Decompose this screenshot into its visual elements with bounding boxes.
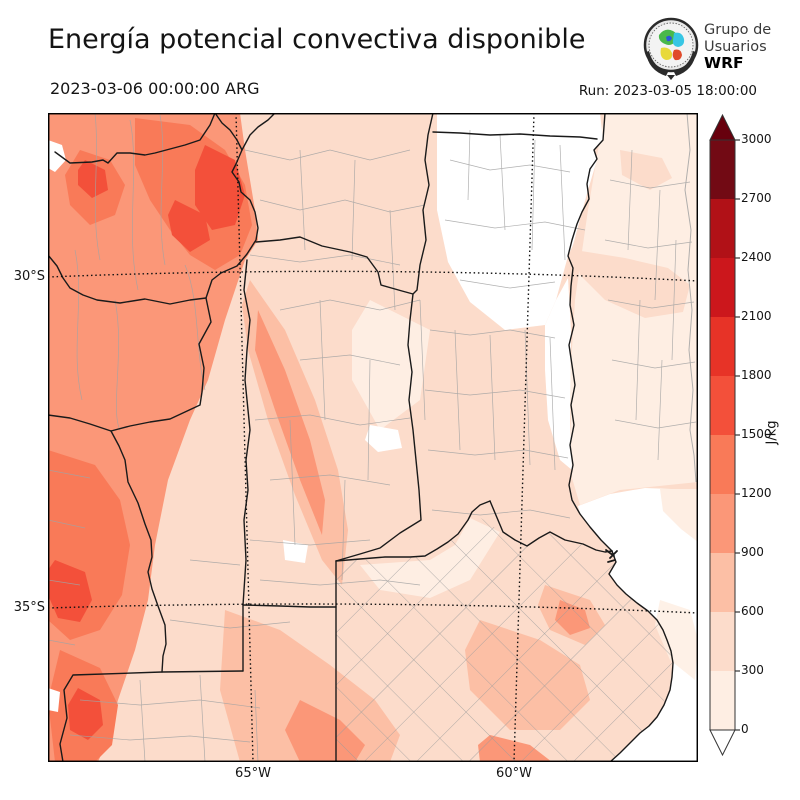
colorbar-tick-0: 0 bbox=[741, 722, 749, 736]
cape-fill-layer bbox=[48, 113, 698, 762]
lat-tick-35s: 35°S bbox=[13, 600, 45, 615]
wrf-users-group-logo bbox=[641, 15, 701, 81]
page-title: Energía potencial convectiva disponible bbox=[48, 24, 586, 55]
map-frame bbox=[48, 113, 698, 762]
province-boundaries bbox=[48, 113, 674, 762]
logo-line-1: Grupo de bbox=[704, 22, 772, 38]
lon-tick-65w: 65°W bbox=[235, 766, 271, 781]
logo-line-wrf: WRF bbox=[704, 54, 744, 72]
colorbar-tick-900: 900 bbox=[741, 545, 764, 559]
department-boundaries bbox=[48, 113, 697, 762]
cape-map bbox=[48, 113, 698, 762]
buenos-aires-department-grid bbox=[336, 512, 673, 762]
colorbar-tick-2400: 2400 bbox=[741, 250, 772, 264]
colorbar-tick-1500: 1500 bbox=[741, 427, 772, 441]
lat-tick-30s: 30°S bbox=[13, 269, 45, 284]
cape-colorbar bbox=[709, 113, 740, 757]
lon-tick-60w: 60°W bbox=[496, 766, 532, 781]
globe-seal-icon bbox=[643, 17, 699, 80]
graticule-gridlines bbox=[48, 113, 698, 762]
valid-time-label: 2023-03-06 00:00:00 ARG bbox=[50, 79, 260, 98]
colorbar-tick-2700: 2700 bbox=[741, 191, 772, 205]
colorbar-tick-1200: 1200 bbox=[741, 486, 772, 500]
colorbar-tick-3000: 3000 bbox=[741, 132, 772, 146]
colorbar-tick-600: 600 bbox=[741, 604, 764, 618]
colorbar-tick-2100: 2100 bbox=[741, 309, 772, 323]
logo-line-2: Usuarios bbox=[704, 38, 767, 55]
model-run-label: Run: 2023-03-05 18:00:00 bbox=[578, 83, 757, 99]
logo-text: Grupo de Usuarios WRF bbox=[704, 22, 771, 72]
colorbar-tick-300: 300 bbox=[741, 663, 764, 677]
colorbar-tick-1800: 1800 bbox=[741, 368, 772, 382]
